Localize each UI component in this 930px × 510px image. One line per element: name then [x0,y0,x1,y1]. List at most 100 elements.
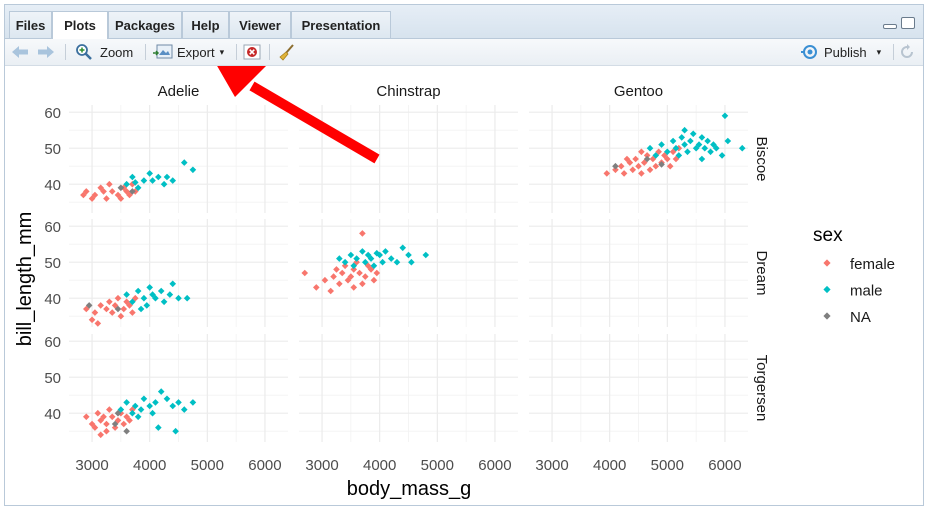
data-point-male [701,144,709,152]
data-point-female [82,413,90,421]
data-point-female [91,309,99,316]
data-point-female [129,406,136,413]
data-point-female [103,420,110,428]
remove-plot-button[interactable] [243,42,261,62]
data-point-male [169,177,177,184]
data-point-male [646,144,654,152]
data-point-female [643,152,651,159]
data-point-male [376,251,383,259]
data-point-male [707,148,714,156]
data-point-na [85,302,93,309]
data-point-male [140,177,148,184]
data-point-male [180,159,188,166]
data-point-male [367,255,375,262]
data-point-female [646,166,654,174]
facet-label-island: Torgersen [753,355,770,422]
data-point-male [675,152,683,159]
x-tick-label: 3000 [75,457,108,474]
data-point-male [152,294,159,302]
data-point-male [163,173,171,181]
data-point-female [312,284,320,291]
data-point-female [114,417,122,424]
x-tick-label: 6000 [708,457,741,474]
x-tick-label: 5000 [191,457,224,474]
data-point-male [687,137,694,145]
data-point-female [353,258,360,266]
data-point-male [359,248,366,255]
export-button[interactable]: Export ▾ [153,42,224,62]
tab-presentation[interactable]: Presentation [291,11,391,38]
data-point-male [131,179,139,186]
zoom-button[interactable]: Zoom [75,42,133,62]
data-point-male [129,298,136,306]
tab-plots[interactable]: Plots [52,11,108,39]
zoom-magnifier-icon [76,44,92,60]
data-point-female [626,159,634,166]
data-point-na [114,305,122,313]
data-point-male [658,141,665,148]
legend-label: male [850,283,883,300]
data-point-female [131,294,139,302]
data-point-male [149,409,156,417]
tab-help[interactable]: Help [182,11,229,38]
publish-label: Publish [824,44,867,60]
minimize-pane-icon[interactable] [883,24,897,29]
back-arrow-icon[interactable] [11,42,29,62]
data-point-male [155,424,162,431]
data-point-male [152,399,159,406]
publish-icon [801,45,817,59]
data-point-male [143,302,151,309]
tab-packages[interactable]: Packages [108,11,182,38]
data-point-na [111,420,119,428]
data-point-female [94,320,102,327]
data-point-female [120,305,128,313]
clear-all-plots-button[interactable] [278,42,296,62]
data-point-male [350,262,358,270]
x-tick-label: 4000 [593,457,626,474]
data-point-female [364,262,372,270]
data-point-female [635,162,642,170]
data-point-female [370,276,378,284]
data-point-na [129,188,136,195]
data-point-female [106,298,113,306]
maximize-pane-icon[interactable] [901,17,915,29]
data-point-male [664,148,671,156]
data-point-female [333,266,340,273]
data-point-na [658,161,665,168]
data-point-female [123,298,130,306]
data-point-female [114,294,122,302]
facet-scatter-chart: Adelie Chinstrap Gentoo Biscoe Dream Torgerse… [14,64,895,500]
pane-tab-bar: Files Plots Packages Help Viewer Present… [5,5,923,39]
legend-key [823,312,831,320]
data-point-male [669,137,677,145]
tab-files[interactable]: Files [9,11,52,38]
data-point-female [88,316,96,324]
data-point-male [146,170,153,177]
forward-arrow-icon[interactable] [37,42,55,62]
data-point-female [97,302,104,309]
publish-button[interactable]: Publish ▾ [800,42,881,62]
data-point-male [353,255,360,262]
red-pointer-arrow-shaft [249,81,380,164]
tab-viewer[interactable]: Viewer [229,11,291,38]
data-point-male [134,413,142,421]
data-point-male [379,258,386,266]
data-point-female [301,269,309,277]
data-point-male [704,137,711,145]
data-point-female [359,280,366,288]
facet-label-species: Adelie [158,83,200,100]
data-point-male [129,409,136,417]
refresh-icon[interactable] [899,42,915,62]
data-point-male [166,291,174,298]
facet-label-species: Chinstrap [376,83,440,100]
data-point-male [718,152,726,159]
export-label: Export [177,44,215,60]
data-point-male [175,399,182,406]
data-point-male [149,177,156,184]
x-axis-title: body_mass_g [347,478,472,500]
data-point-male [370,262,378,270]
data-point-male [399,244,407,252]
legend-label: female [850,256,895,273]
legend-key [823,285,831,294]
y-tick-label: 50 [44,141,61,158]
